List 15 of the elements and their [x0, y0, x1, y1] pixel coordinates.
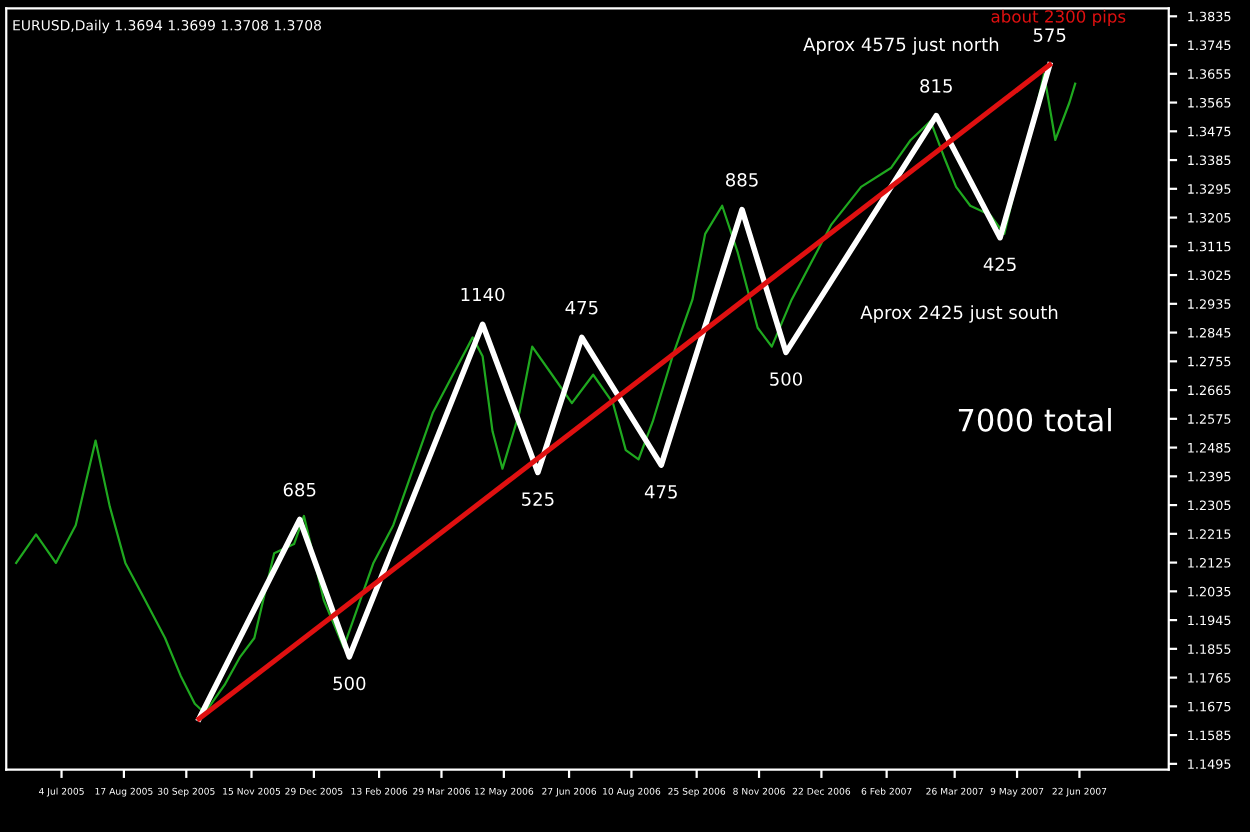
- annotation: Aprox 4575 just north: [803, 37, 999, 55]
- annotation: 685: [283, 482, 316, 497]
- annotation: Aprox 2425 just south: [860, 305, 1058, 323]
- annotation: 425: [983, 257, 1016, 272]
- annotation: 500: [770, 372, 803, 386]
- annotation: 815: [920, 79, 952, 93]
- annotation: 575: [1033, 28, 1066, 42]
- annotation: about 2300 pips: [991, 9, 1126, 26]
- annotation: 1140: [461, 287, 505, 302]
- annotation: 525: [522, 492, 554, 506]
- annotation: 475: [565, 301, 598, 315]
- annotation: 475: [644, 485, 677, 499]
- annotation: 500: [333, 676, 366, 691]
- annotation: 7000 total: [958, 407, 1111, 432]
- annotation: 885: [726, 172, 758, 187]
